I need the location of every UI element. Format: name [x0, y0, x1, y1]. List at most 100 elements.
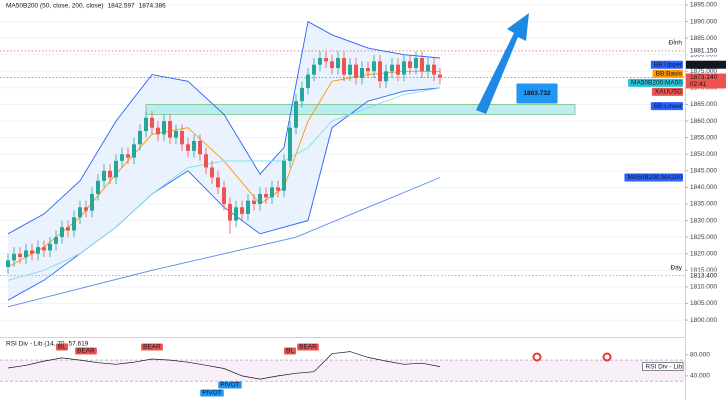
candle-body: [102, 170, 106, 181]
candle-body: [270, 187, 274, 198]
tag-name: Đỉnh: [669, 39, 683, 47]
tag-name: MA50B200:MA200: [627, 174, 682, 181]
candle-body: [54, 237, 58, 244]
y-tick-label: 1860.000: [690, 118, 717, 125]
candle-body: [408, 61, 412, 68]
zone-label-box: [516, 83, 558, 104]
candle-body: [204, 154, 208, 168]
y-tick-label: 1810.000: [690, 284, 717, 291]
candle-body: [324, 58, 328, 62]
y-tick-label: 1805.000: [690, 300, 717, 307]
rsi-marker-box: [56, 343, 68, 351]
labels: MA50B200 (50, close, 200, close) RSI Div…: [6, 2, 726, 397]
candle-body: [348, 64, 352, 75]
rsi-marker-box: [141, 343, 163, 351]
candle-body: [252, 200, 256, 204]
candle-body: [90, 194, 94, 211]
candle-body: [294, 101, 298, 128]
rsi-badge-box: [642, 362, 684, 371]
candle-body: [282, 160, 286, 191]
candle-body: [66, 227, 70, 231]
overlay-line: [7, 20, 441, 235]
candle-body: [78, 207, 82, 218]
tag-sub: 02:41: [690, 81, 707, 88]
candle-body: [240, 207, 244, 214]
candle-body: [84, 207, 88, 211]
tag-name-box: [624, 173, 683, 182]
candle-body: [30, 250, 34, 254]
rsi-y-tick-label: 80.000: [690, 351, 710, 358]
candle-body: [318, 58, 322, 65]
tag-price-box: [686, 73, 726, 89]
title-value: 1842.597: [108, 3, 135, 10]
candle-body: [72, 217, 76, 231]
candle-body: [108, 170, 112, 178]
rsi-marker-box: [75, 347, 97, 355]
candle-body: [222, 187, 226, 204]
candle-body: [360, 67, 364, 78]
tag-price: 1873.140: [690, 74, 717, 81]
y-tick-label: 1890.000: [690, 18, 717, 25]
grid: [0, 4, 688, 382]
candle-body: [402, 61, 406, 75]
candle-body: [114, 160, 118, 178]
rsi-marker-box: [218, 381, 242, 389]
candle-body: [414, 58, 418, 68]
candle-body: [192, 140, 196, 151]
candle-body: [420, 58, 424, 72]
candle-body: [354, 64, 358, 78]
overlay-line: [7, 177, 441, 308]
tag-price-box: [686, 46, 726, 55]
y-tick-label: 1835.000: [690, 201, 717, 208]
candle-body: [60, 227, 64, 238]
candle-body: [144, 117, 148, 132]
candle-body: [390, 64, 394, 72]
candle-body: [258, 194, 262, 204]
candle-body: [126, 154, 130, 158]
candle-body: [168, 121, 172, 138]
tag-price: 1881.150: [690, 48, 717, 55]
tag-name-box: [651, 87, 683, 96]
rsi-marker-label: BEAR: [299, 344, 317, 351]
tag-name: XAUUSD: [655, 89, 682, 96]
rsi-marker-label: BL: [286, 348, 294, 355]
candle-body: [384, 71, 388, 82]
candle-body: [306, 74, 310, 88]
candle-body: [342, 58, 346, 75]
tag-name-box: [628, 78, 683, 87]
tag-name: BB:Lower: [654, 103, 683, 110]
rsi-marker-label: PIVOT: [202, 390, 222, 397]
candle-body: [36, 247, 40, 254]
candle-body: [246, 200, 250, 214]
candle-body: [378, 61, 382, 82]
candle-body: [396, 64, 400, 75]
tag-name-box: [650, 60, 683, 69]
rsi-band: [0, 360, 685, 382]
tag-name-box: [650, 102, 683, 111]
candle-body: [264, 194, 268, 198]
candle-body: [198, 140, 202, 155]
candle-body: [234, 207, 238, 221]
rsi-y-tick-label: 40.000: [690, 373, 710, 380]
y-tick-label: 1815.000: [690, 267, 717, 274]
candle-body: [228, 203, 232, 221]
candle-body: [366, 67, 370, 72]
rsi-marker-box: [297, 343, 319, 351]
candle-body: [432, 64, 436, 75]
candle-body: [48, 243, 52, 251]
candle-body: [276, 187, 280, 191]
tag-name-box: [652, 69, 683, 78]
y-tick-label: 1895.000: [690, 2, 717, 9]
candle-body: [6, 260, 10, 268]
candle-body: [288, 127, 292, 161]
candle-body: [18, 253, 22, 258]
y-tick-label: 1880.000: [690, 51, 717, 58]
trend-arrow: [476, 13, 529, 114]
plot: [0, 20, 685, 380]
tag-name: MA50B200:MA50: [631, 80, 682, 87]
candle-body: [300, 87, 304, 102]
title-value: 1874.386: [139, 3, 166, 10]
y-tick-label: 1800.000: [690, 317, 717, 324]
candle-body: [438, 74, 442, 78]
